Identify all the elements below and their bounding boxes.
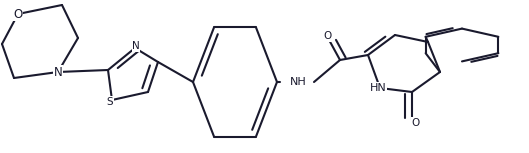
- Text: S: S: [107, 97, 113, 107]
- Text: O: O: [324, 31, 332, 41]
- Text: O: O: [412, 118, 420, 128]
- Text: HN: HN: [370, 83, 386, 93]
- Text: N: N: [53, 65, 62, 78]
- Text: NH: NH: [289, 77, 306, 87]
- Text: N: N: [132, 41, 140, 51]
- Text: O: O: [13, 7, 23, 21]
